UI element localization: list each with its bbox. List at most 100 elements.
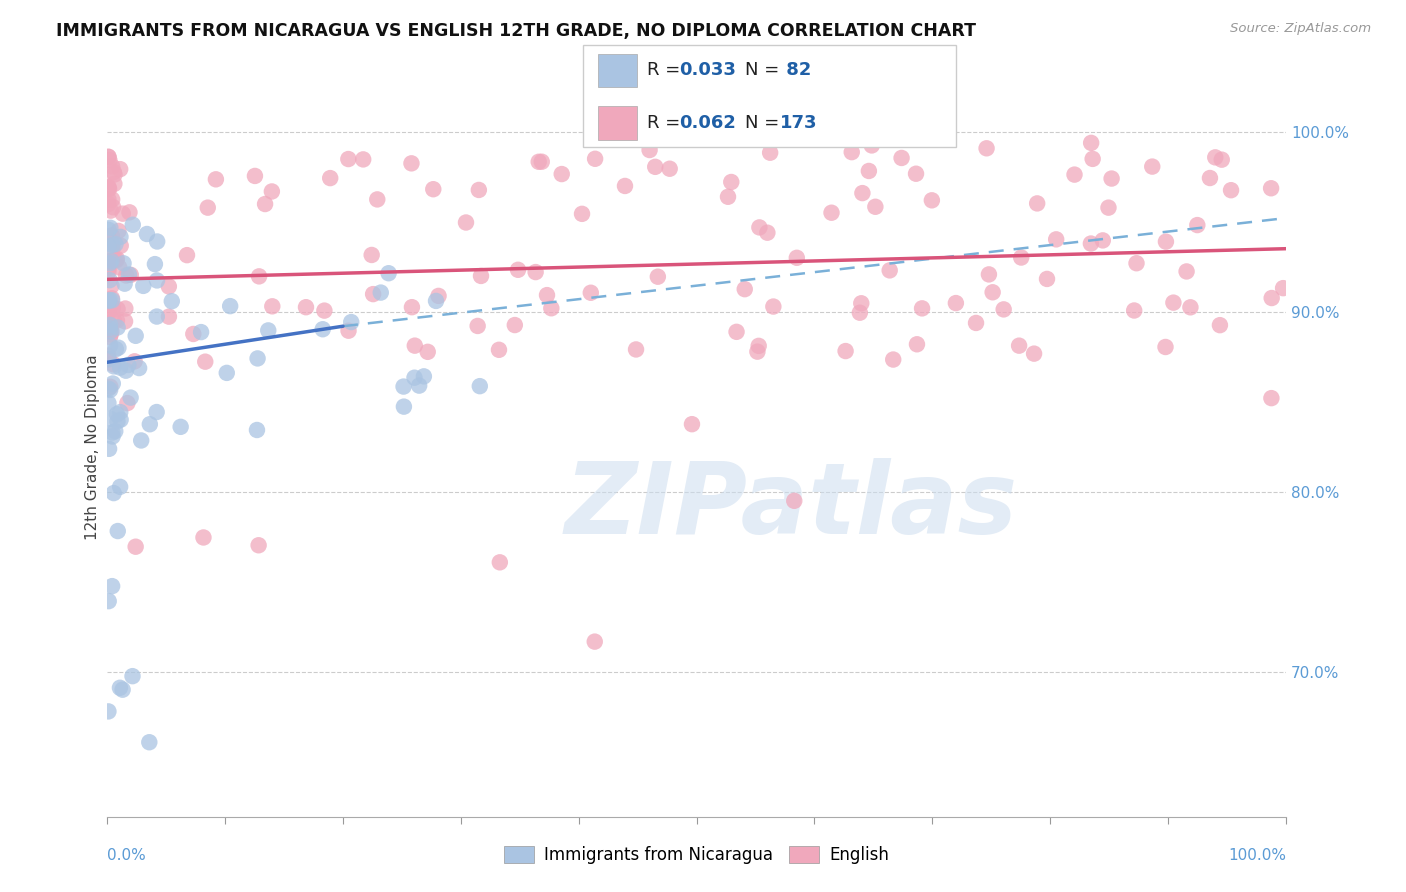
Text: ZIPatlas: ZIPatlas bbox=[564, 458, 1018, 555]
Point bbox=[993, 302, 1015, 317]
Text: N =: N = bbox=[745, 114, 785, 132]
Point bbox=[97, 150, 120, 164]
Point bbox=[408, 378, 430, 392]
Point bbox=[295, 300, 318, 314]
Point bbox=[98, 304, 121, 318]
Point bbox=[101, 376, 124, 391]
Point bbox=[976, 141, 998, 155]
Point bbox=[98, 383, 121, 397]
Point bbox=[725, 325, 748, 339]
Point bbox=[146, 273, 169, 287]
Point bbox=[1123, 303, 1146, 318]
Point bbox=[1187, 218, 1209, 232]
Point bbox=[121, 669, 143, 683]
Point bbox=[717, 190, 740, 204]
Point bbox=[425, 293, 447, 308]
Point bbox=[404, 339, 426, 353]
Point bbox=[1260, 181, 1282, 195]
Point bbox=[488, 343, 510, 357]
Point bbox=[1163, 295, 1185, 310]
Text: 0.062: 0.062 bbox=[679, 114, 735, 132]
Point bbox=[97, 265, 120, 279]
Point bbox=[1091, 233, 1114, 247]
Text: 82: 82 bbox=[780, 62, 811, 79]
Point bbox=[1154, 340, 1177, 354]
Point bbox=[377, 266, 399, 280]
Point bbox=[882, 352, 904, 367]
Point bbox=[783, 493, 806, 508]
Point bbox=[527, 154, 550, 169]
Point bbox=[747, 344, 769, 359]
Point bbox=[104, 424, 127, 438]
Point bbox=[314, 303, 336, 318]
Point bbox=[97, 197, 120, 211]
Point bbox=[118, 268, 141, 282]
Point bbox=[97, 231, 120, 245]
Point bbox=[579, 285, 602, 300]
Point bbox=[146, 310, 169, 324]
Point bbox=[98, 321, 121, 335]
Point bbox=[114, 314, 136, 328]
Point bbox=[97, 352, 120, 367]
Point bbox=[977, 268, 1000, 282]
Point bbox=[254, 197, 277, 211]
Point bbox=[98, 380, 121, 394]
Point bbox=[101, 193, 124, 207]
Point bbox=[1211, 153, 1233, 167]
Point bbox=[117, 396, 139, 410]
Point bbox=[101, 429, 124, 443]
Point bbox=[97, 223, 120, 237]
Point bbox=[681, 417, 703, 432]
Point bbox=[101, 159, 124, 173]
Point bbox=[488, 555, 510, 569]
Point bbox=[100, 228, 122, 243]
Point bbox=[401, 156, 423, 170]
Point bbox=[97, 396, 120, 410]
Point bbox=[114, 301, 136, 316]
Text: 173: 173 bbox=[780, 114, 818, 132]
Point bbox=[107, 341, 129, 355]
Point bbox=[197, 201, 219, 215]
Point bbox=[103, 486, 125, 500]
Point bbox=[108, 260, 131, 275]
Point bbox=[1045, 232, 1067, 246]
Point bbox=[101, 425, 124, 440]
Text: R =: R = bbox=[647, 114, 686, 132]
Point bbox=[103, 253, 125, 268]
Point bbox=[243, 169, 266, 183]
Point bbox=[120, 391, 142, 405]
Point bbox=[1097, 201, 1119, 215]
Point bbox=[114, 277, 136, 291]
Point bbox=[100, 254, 122, 268]
Text: R =: R = bbox=[647, 62, 686, 79]
Point bbox=[121, 218, 143, 232]
Point bbox=[101, 293, 124, 308]
Point bbox=[1036, 272, 1059, 286]
Point bbox=[890, 151, 912, 165]
Point bbox=[536, 288, 558, 302]
Point bbox=[614, 178, 637, 193]
Point bbox=[110, 230, 132, 244]
Point bbox=[337, 152, 360, 166]
Point bbox=[416, 344, 439, 359]
Point bbox=[786, 251, 808, 265]
Point bbox=[921, 194, 943, 208]
Point bbox=[139, 417, 162, 432]
Point bbox=[965, 316, 987, 330]
Point bbox=[111, 207, 134, 221]
Point bbox=[115, 268, 138, 283]
Point bbox=[470, 268, 492, 283]
Point bbox=[160, 294, 183, 309]
Point bbox=[851, 186, 873, 200]
Point bbox=[98, 322, 121, 336]
Point bbox=[107, 224, 129, 238]
Point bbox=[337, 324, 360, 338]
Point bbox=[524, 265, 547, 279]
Point bbox=[193, 531, 215, 545]
Point bbox=[1199, 171, 1222, 186]
Point bbox=[427, 289, 450, 303]
Point bbox=[319, 171, 342, 186]
Point bbox=[101, 242, 124, 256]
Point bbox=[98, 302, 121, 317]
Point bbox=[120, 268, 142, 282]
